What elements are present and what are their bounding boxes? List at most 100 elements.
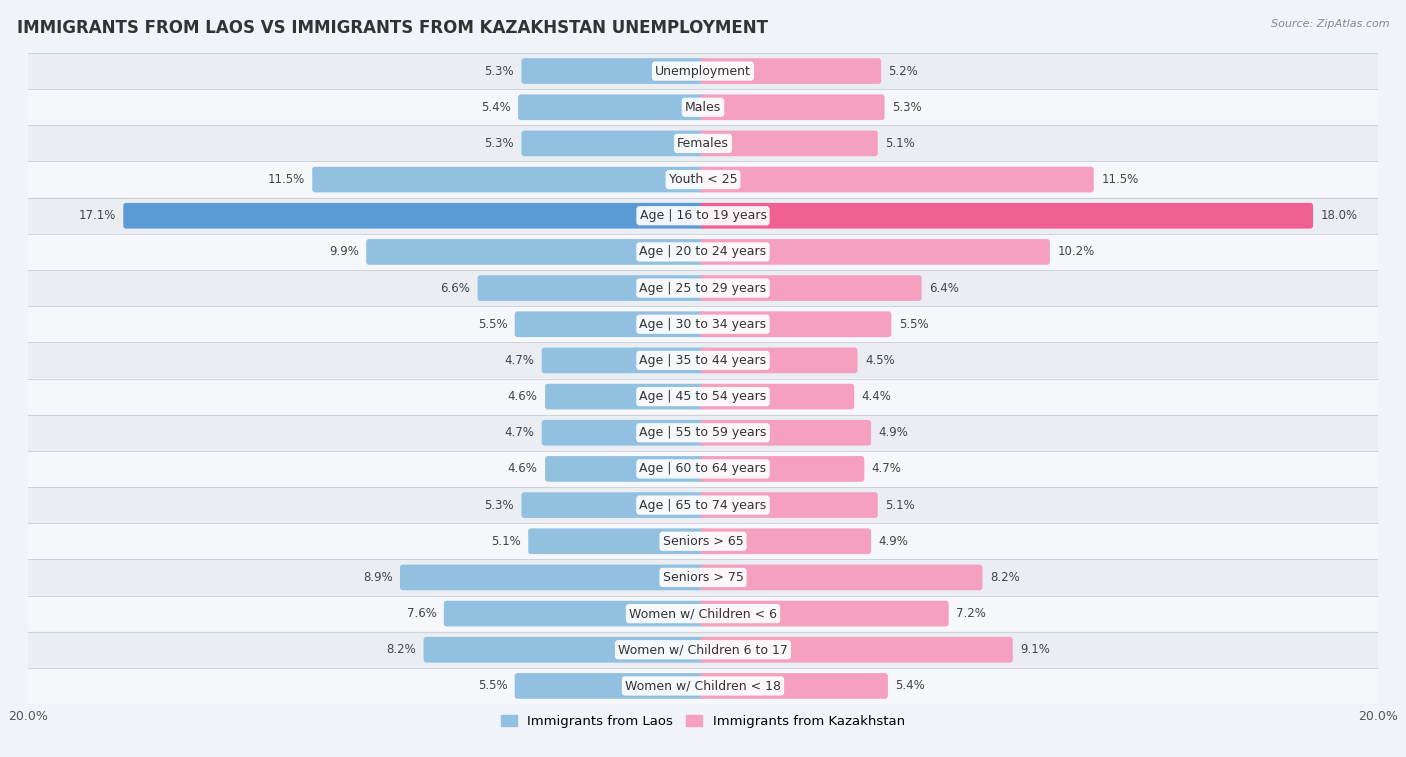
- Text: Age | 45 to 54 years: Age | 45 to 54 years: [640, 390, 766, 403]
- FancyBboxPatch shape: [28, 53, 1378, 89]
- FancyBboxPatch shape: [515, 673, 706, 699]
- Text: 5.1%: 5.1%: [886, 137, 915, 150]
- FancyBboxPatch shape: [700, 130, 877, 156]
- FancyBboxPatch shape: [700, 384, 855, 410]
- Text: 5.1%: 5.1%: [886, 499, 915, 512]
- Text: 18.0%: 18.0%: [1320, 209, 1358, 223]
- FancyBboxPatch shape: [28, 559, 1378, 596]
- FancyBboxPatch shape: [700, 528, 872, 554]
- Text: 4.9%: 4.9%: [879, 534, 908, 548]
- Text: 6.6%: 6.6%: [440, 282, 470, 294]
- Text: 11.5%: 11.5%: [1101, 173, 1139, 186]
- Text: 11.5%: 11.5%: [267, 173, 305, 186]
- Text: 4.6%: 4.6%: [508, 463, 537, 475]
- FancyBboxPatch shape: [28, 596, 1378, 631]
- FancyBboxPatch shape: [700, 58, 882, 84]
- Text: Males: Males: [685, 101, 721, 114]
- FancyBboxPatch shape: [28, 342, 1378, 378]
- Text: 4.7%: 4.7%: [505, 426, 534, 439]
- FancyBboxPatch shape: [541, 420, 706, 446]
- FancyBboxPatch shape: [28, 161, 1378, 198]
- FancyBboxPatch shape: [700, 673, 889, 699]
- FancyBboxPatch shape: [28, 631, 1378, 668]
- FancyBboxPatch shape: [28, 487, 1378, 523]
- Text: Age | 65 to 74 years: Age | 65 to 74 years: [640, 499, 766, 512]
- FancyBboxPatch shape: [529, 528, 706, 554]
- Text: Age | 20 to 24 years: Age | 20 to 24 years: [640, 245, 766, 258]
- Legend: Immigrants from Laos, Immigrants from Kazakhstan: Immigrants from Laos, Immigrants from Ka…: [496, 709, 910, 734]
- Text: 9.9%: 9.9%: [329, 245, 359, 258]
- FancyBboxPatch shape: [28, 89, 1378, 126]
- Text: Females: Females: [678, 137, 728, 150]
- FancyBboxPatch shape: [423, 637, 706, 662]
- Text: Women w/ Children 6 to 17: Women w/ Children 6 to 17: [619, 643, 787, 656]
- FancyBboxPatch shape: [28, 126, 1378, 161]
- Text: Seniors > 65: Seniors > 65: [662, 534, 744, 548]
- Text: 4.7%: 4.7%: [505, 354, 534, 367]
- FancyBboxPatch shape: [700, 167, 1094, 192]
- FancyBboxPatch shape: [700, 239, 1050, 265]
- FancyBboxPatch shape: [366, 239, 706, 265]
- FancyBboxPatch shape: [700, 95, 884, 120]
- FancyBboxPatch shape: [28, 270, 1378, 306]
- Text: IMMIGRANTS FROM LAOS VS IMMIGRANTS FROM KAZAKHSTAN UNEMPLOYMENT: IMMIGRANTS FROM LAOS VS IMMIGRANTS FROM …: [17, 19, 768, 37]
- Text: 5.5%: 5.5%: [478, 680, 508, 693]
- FancyBboxPatch shape: [546, 456, 706, 481]
- Text: 5.3%: 5.3%: [891, 101, 921, 114]
- Text: 4.9%: 4.9%: [879, 426, 908, 439]
- Text: 5.4%: 5.4%: [481, 101, 510, 114]
- Text: Age | 55 to 59 years: Age | 55 to 59 years: [640, 426, 766, 439]
- Text: 4.6%: 4.6%: [508, 390, 537, 403]
- Text: 6.4%: 6.4%: [929, 282, 959, 294]
- FancyBboxPatch shape: [522, 58, 706, 84]
- FancyBboxPatch shape: [700, 311, 891, 337]
- FancyBboxPatch shape: [28, 523, 1378, 559]
- Text: 10.2%: 10.2%: [1057, 245, 1094, 258]
- Text: 7.2%: 7.2%: [956, 607, 986, 620]
- Text: 5.1%: 5.1%: [491, 534, 520, 548]
- FancyBboxPatch shape: [28, 451, 1378, 487]
- Text: Women w/ Children < 6: Women w/ Children < 6: [628, 607, 778, 620]
- FancyBboxPatch shape: [517, 95, 706, 120]
- Text: Youth < 25: Youth < 25: [669, 173, 737, 186]
- Text: Unemployment: Unemployment: [655, 64, 751, 77]
- FancyBboxPatch shape: [522, 130, 706, 156]
- FancyBboxPatch shape: [700, 565, 983, 590]
- Text: 5.3%: 5.3%: [485, 499, 515, 512]
- Text: 5.5%: 5.5%: [898, 318, 928, 331]
- FancyBboxPatch shape: [700, 347, 858, 373]
- Text: 5.5%: 5.5%: [478, 318, 508, 331]
- Text: Age | 35 to 44 years: Age | 35 to 44 years: [640, 354, 766, 367]
- Text: 8.2%: 8.2%: [387, 643, 416, 656]
- Text: 5.3%: 5.3%: [485, 64, 515, 77]
- FancyBboxPatch shape: [28, 306, 1378, 342]
- Text: Women w/ Children < 18: Women w/ Children < 18: [626, 680, 780, 693]
- FancyBboxPatch shape: [700, 276, 922, 301]
- Text: Source: ZipAtlas.com: Source: ZipAtlas.com: [1271, 19, 1389, 29]
- FancyBboxPatch shape: [124, 203, 706, 229]
- Text: 5.3%: 5.3%: [485, 137, 515, 150]
- Text: 4.4%: 4.4%: [862, 390, 891, 403]
- Text: Age | 25 to 29 years: Age | 25 to 29 years: [640, 282, 766, 294]
- Text: Age | 60 to 64 years: Age | 60 to 64 years: [640, 463, 766, 475]
- FancyBboxPatch shape: [444, 601, 706, 627]
- Text: Age | 16 to 19 years: Age | 16 to 19 years: [640, 209, 766, 223]
- FancyBboxPatch shape: [28, 668, 1378, 704]
- FancyBboxPatch shape: [700, 492, 877, 518]
- FancyBboxPatch shape: [28, 198, 1378, 234]
- FancyBboxPatch shape: [546, 384, 706, 410]
- Text: 5.4%: 5.4%: [896, 680, 925, 693]
- FancyBboxPatch shape: [522, 492, 706, 518]
- Text: 5.2%: 5.2%: [889, 64, 918, 77]
- Text: 17.1%: 17.1%: [79, 209, 115, 223]
- FancyBboxPatch shape: [515, 311, 706, 337]
- Text: 7.6%: 7.6%: [406, 607, 436, 620]
- Text: 8.2%: 8.2%: [990, 571, 1019, 584]
- Text: 9.1%: 9.1%: [1021, 643, 1050, 656]
- Text: Age | 30 to 34 years: Age | 30 to 34 years: [640, 318, 766, 331]
- Text: 4.7%: 4.7%: [872, 463, 901, 475]
- FancyBboxPatch shape: [28, 234, 1378, 270]
- FancyBboxPatch shape: [28, 415, 1378, 451]
- Text: 4.5%: 4.5%: [865, 354, 894, 367]
- FancyBboxPatch shape: [28, 378, 1378, 415]
